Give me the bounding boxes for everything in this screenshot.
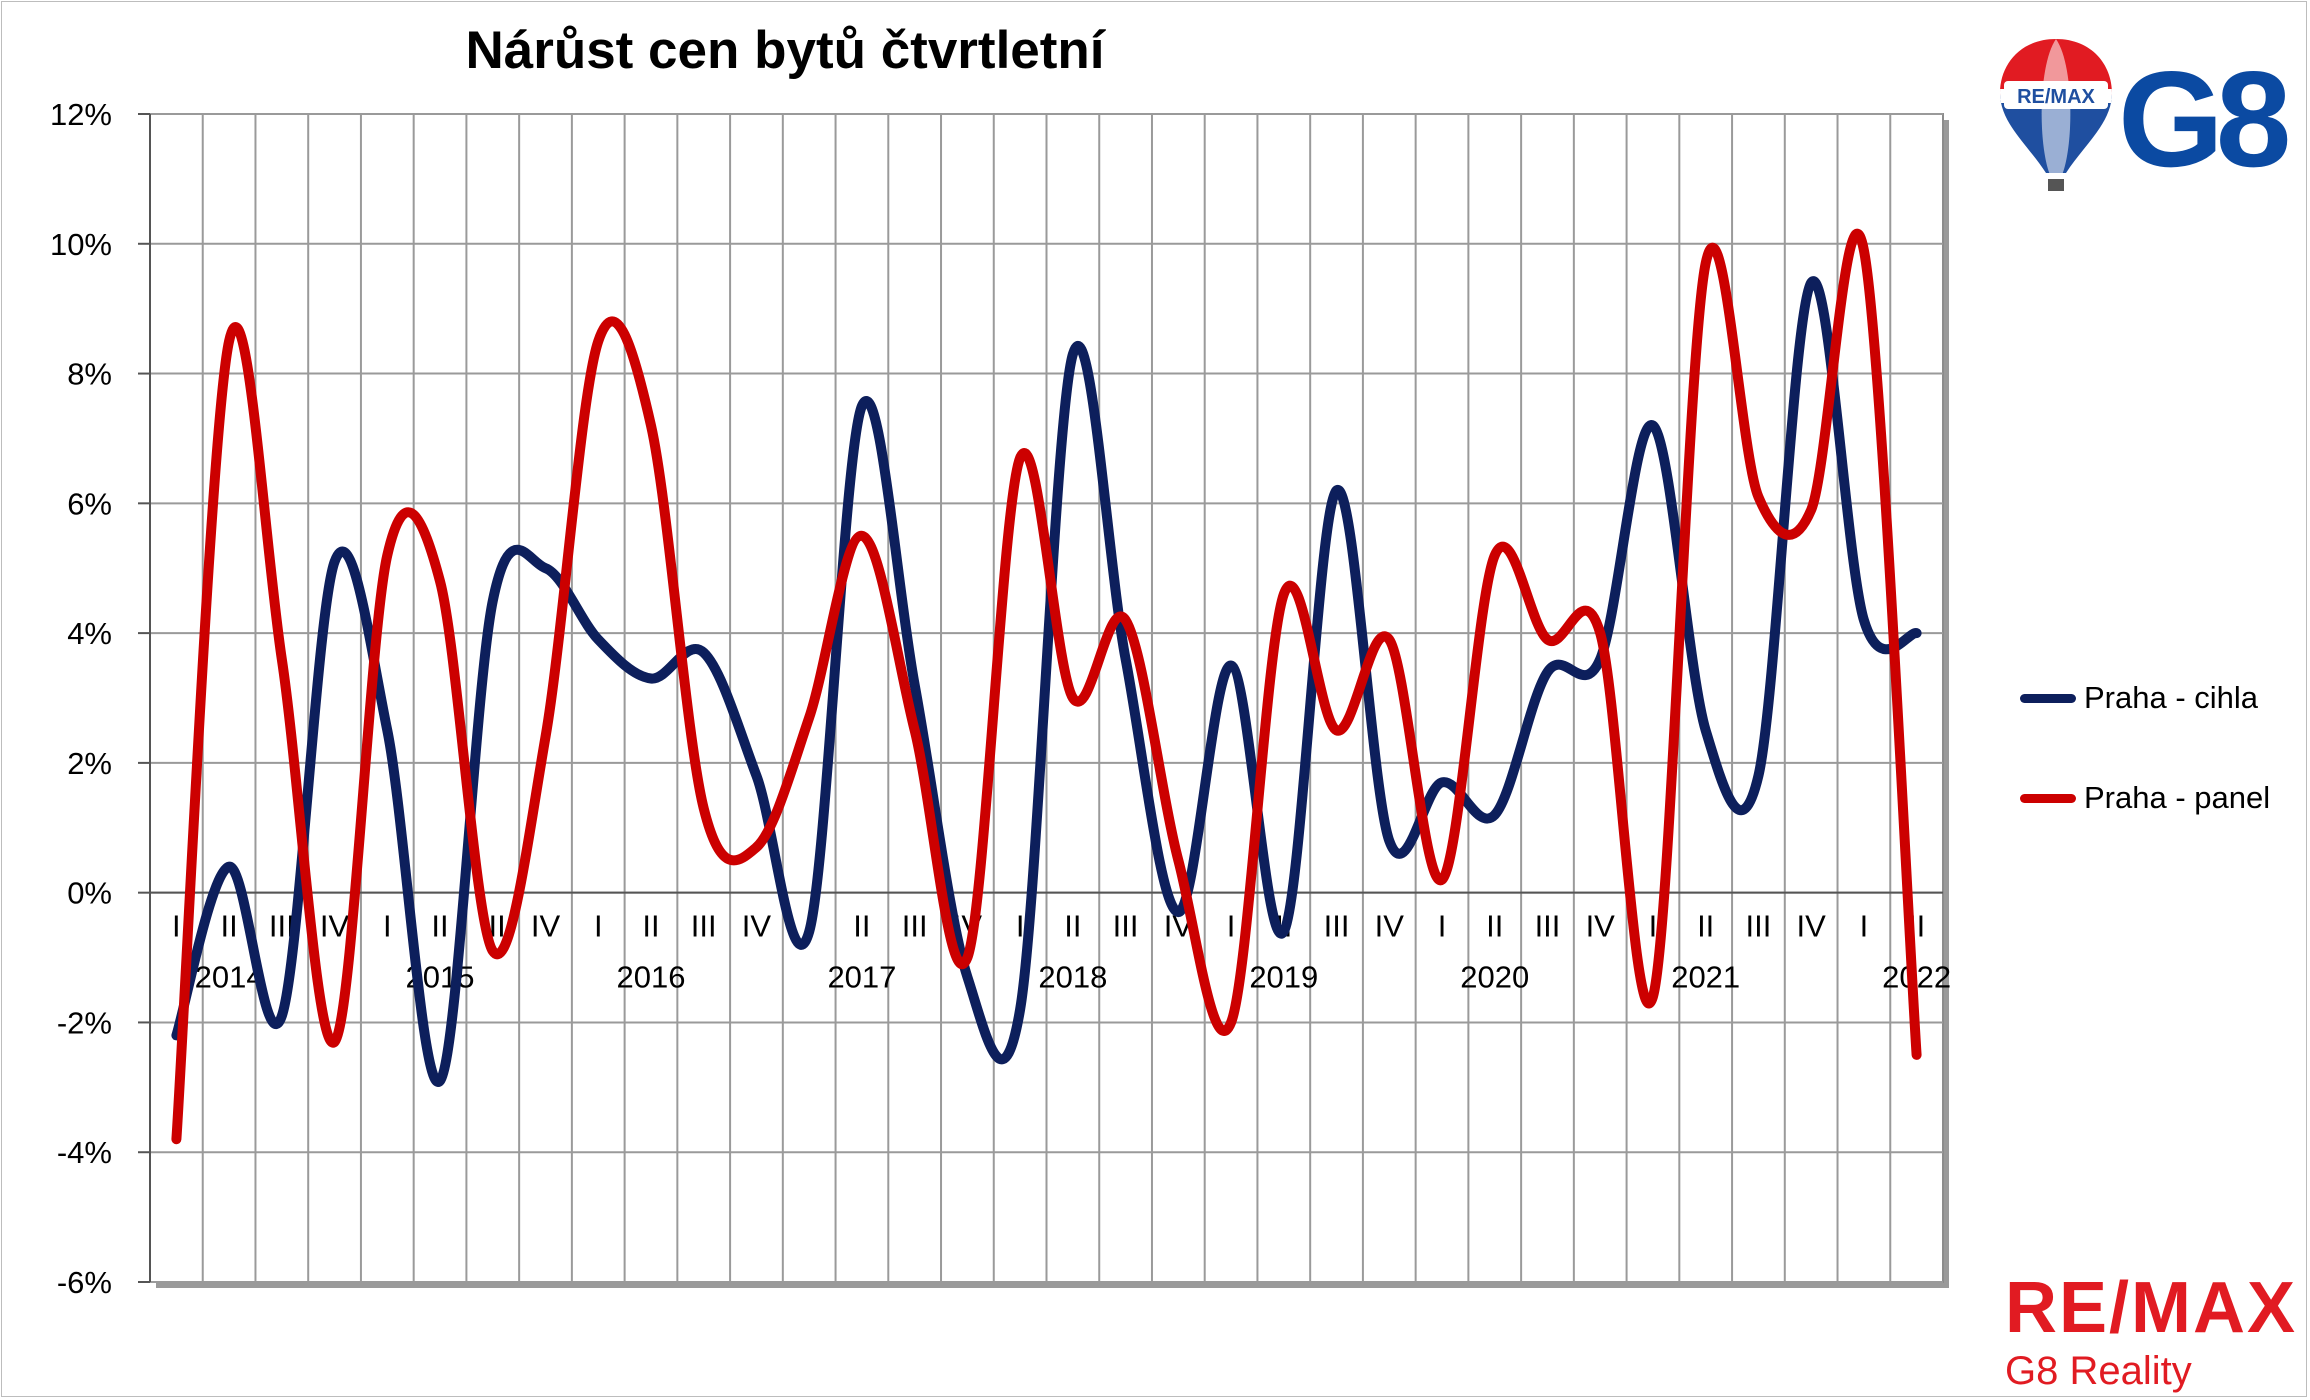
x-tick-label-quarter: III <box>691 909 717 944</box>
series-line-praha-panel <box>171 228 1922 1145</box>
x-tick-label-quarter: IV <box>742 909 772 944</box>
x-tick-label-quarter: III <box>902 909 928 944</box>
remax-logo-subtitle: G8 Reality <box>2005 1349 2192 1393</box>
x-tick-label-year: 2021 <box>1671 960 1740 995</box>
x-tick-label-quarter: I <box>1227 909 1236 944</box>
series-line-praha-cihla <box>171 276 1922 1087</box>
y-tick-label: 4% <box>67 616 112 651</box>
remax-logo-text: RE/MAX <box>2005 1268 2298 1348</box>
y-tick-label: 6% <box>67 486 112 521</box>
y-tick-label: 8% <box>67 357 112 392</box>
x-tick-label-quarter: III <box>1113 909 1139 944</box>
legend-item-panel: Praha - panel <box>2020 768 2270 828</box>
y-tick-label: 10% <box>50 227 112 262</box>
x-tick-label-quarter: I <box>1860 909 1869 944</box>
x-tick-label-quarter: II <box>431 909 448 944</box>
x-tick-label-quarter: II <box>1486 909 1503 944</box>
remax-g8-reality-logo: RE/MAX G8 Reality <box>2005 1270 2305 1394</box>
remax-g8-logo: RE/MAX G8 <box>1990 35 2291 195</box>
x-tick-label-year: 2018 <box>1038 960 1107 995</box>
chart-title: Nárůst cen bytů čtvrtletní <box>465 21 1105 80</box>
y-tick-label: -4% <box>57 1135 112 1170</box>
y-tick-label: 0% <box>67 876 112 911</box>
y-tick-label: 12% <box>50 97 112 132</box>
x-tick-label-quarter: I <box>594 909 603 944</box>
x-tick-label-year: 2020 <box>1460 960 1529 995</box>
legend-swatch-panel <box>2020 793 2076 803</box>
x-tick-label-year: 2016 <box>617 960 686 995</box>
x-tick-label-year: 2017 <box>827 960 896 995</box>
x-tick-label-quarter: II <box>853 909 870 944</box>
x-tick-label-quarter: II <box>1697 909 1714 944</box>
x-tick-label-quarter: IV <box>1797 909 1827 944</box>
balloon-text: RE/MAX <box>2017 86 2095 108</box>
g8-logo-text: G8 <box>2118 43 2291 195</box>
legend-item-cihla: Praha - cihla <box>2020 668 2270 728</box>
legend: Praha - cihla Praha - panel <box>2020 668 2270 868</box>
x-tick-label-quarter: I <box>383 909 392 944</box>
x-tick-label-quarter: I <box>1438 909 1447 944</box>
x-tick-label-quarter: II <box>642 909 659 944</box>
x-tick-label-quarter: IV <box>320 909 350 944</box>
legend-swatch-cihla <box>2020 693 2076 703</box>
x-tick-label-quarter: IV <box>1375 909 1405 944</box>
x-tick-label-quarter: IV <box>1586 909 1616 944</box>
x-tick-label-quarter: IV <box>531 909 561 944</box>
legend-label-panel: Praha - panel <box>2084 780 2271 815</box>
legend-label-cihla: Praha - cihla <box>2084 680 2259 715</box>
x-tick-label-quarter: II <box>1064 909 1081 944</box>
x-tick-label-quarter: I <box>172 909 181 944</box>
x-tick-label-quarter: II <box>220 909 237 944</box>
x-tick-label-quarter: III <box>1535 909 1561 944</box>
x-tick-label-year: 2019 <box>1249 960 1318 995</box>
y-tick-label: -2% <box>57 1005 112 1040</box>
x-tick-label-quarter: I <box>1649 909 1658 944</box>
balloon-icon: RE/MAX <box>2000 39 2112 191</box>
y-tick-label: -6% <box>57 1265 112 1300</box>
x-tick-label-quarter: III <box>1746 909 1772 944</box>
x-tick-label-quarter: I <box>1016 909 1025 944</box>
x-tick-label-quarter: III <box>1324 909 1350 944</box>
y-tick-label: 2% <box>67 746 112 781</box>
